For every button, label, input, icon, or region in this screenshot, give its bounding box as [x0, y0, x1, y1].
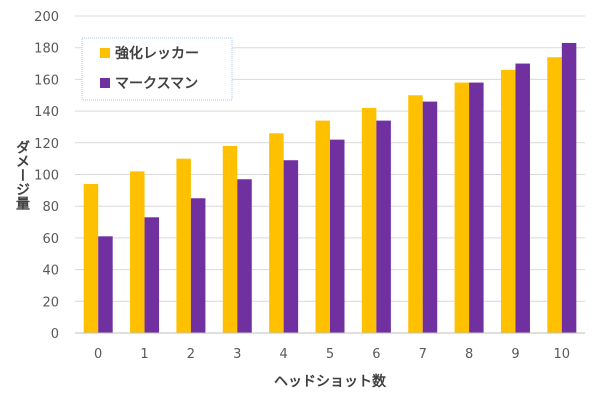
- bar-wrecker-9: [500, 69, 516, 333]
- bar-marksman-0: [98, 236, 113, 333]
- x-axis-title: ヘッドショット数: [274, 373, 387, 390]
- y-tick-label: 180: [34, 42, 59, 57]
- x-tick-label: 9: [511, 347, 519, 362]
- y-tick-label: 80: [42, 200, 59, 215]
- bar-wrecker-3: [222, 145, 238, 333]
- bar-marksman-4: [283, 160, 299, 333]
- legend-swatch-marksman: [100, 78, 110, 88]
- legend-swatch-wrecker: [100, 48, 110, 58]
- x-tick-label: 10: [554, 347, 571, 362]
- x-tick-label: 2: [187, 347, 195, 362]
- y-tick-label: 20: [42, 295, 59, 310]
- legend-label-wrecker: 強化レッカー: [115, 45, 199, 62]
- y-tick-label: 60: [42, 232, 59, 247]
- y-tick-label: 40: [42, 264, 59, 279]
- legend: 強化レッカー マークスマン: [81, 37, 233, 101]
- y-tick-label: 120: [34, 137, 59, 152]
- bar-wrecker-2: [176, 158, 191, 333]
- y-tick-label: 0: [51, 327, 59, 342]
- y-axis-ticks: 0 20 40 60 80 100 120 140 160 180 200: [34, 10, 59, 342]
- legend-label-marksman: マークスマン: [115, 76, 198, 92]
- bar-marksman-2: [190, 198, 206, 333]
- bar-marksman-3: [237, 179, 252, 333]
- x-tick-label: 1: [140, 347, 148, 362]
- bar-wrecker-6: [361, 107, 377, 334]
- x-axis-ticks: 0 1 2 3 4 5 6 7 8 9 10: [94, 347, 570, 362]
- bar-wrecker-10: [547, 57, 562, 334]
- y-tick-label: 200: [34, 10, 59, 25]
- bar-wrecker-0: [83, 184, 99, 333]
- bar-wrecker-5: [315, 120, 330, 333]
- y-tick-label: 100: [34, 169, 59, 184]
- x-tick-label: 6: [372, 347, 380, 362]
- bar-marksman-9: [515, 63, 530, 334]
- bar-wrecker-1: [130, 171, 145, 333]
- y-tick-label: 140: [34, 105, 59, 120]
- bar-marksman-10: [561, 42, 577, 333]
- bar-marksman-7: [422, 101, 438, 333]
- bars: [83, 42, 577, 334]
- x-tick-label: 7: [419, 347, 427, 362]
- x-tick-label: 4: [279, 347, 287, 362]
- y-tick-label: 160: [34, 73, 59, 88]
- y-axis-title: ダメージ量: [14, 139, 30, 211]
- bar-marksman-6: [376, 120, 391, 333]
- bar-wrecker-4: [269, 133, 284, 333]
- x-tick-label: 5: [326, 347, 334, 362]
- x-tick-label: 8: [465, 347, 473, 362]
- x-tick-label: 0: [94, 347, 102, 362]
- bar-marksman-1: [144, 217, 160, 333]
- bar-marksman-8: [469, 82, 484, 333]
- x-tick-label: 3: [233, 347, 241, 362]
- bar-wrecker-8: [454, 82, 470, 333]
- bar-marksman-5: [330, 139, 345, 333]
- bar-wrecker-7: [408, 95, 423, 333]
